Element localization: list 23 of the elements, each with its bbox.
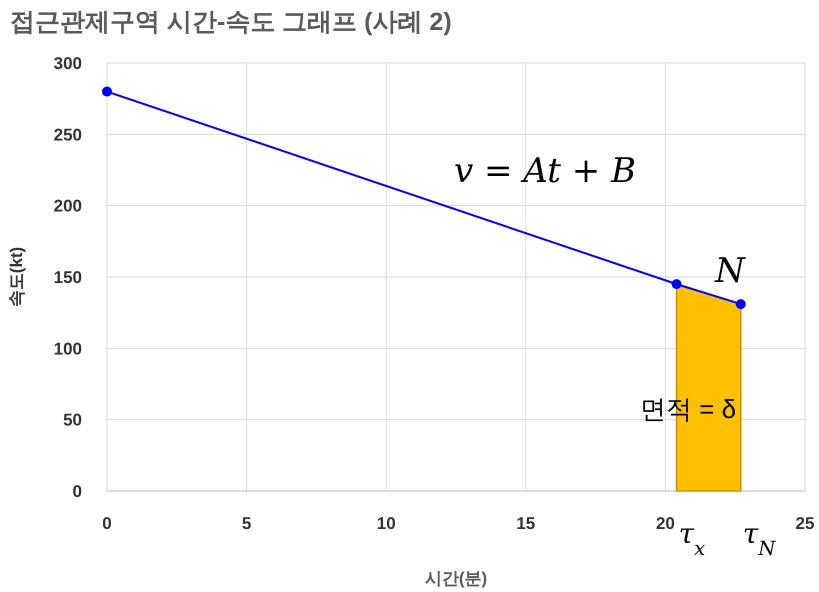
point bbox=[736, 299, 746, 310]
annotation: τ$_{N}$ bbox=[742, 517, 776, 560]
annotation: τ$_{x}$ bbox=[678, 517, 706, 560]
x-tick-label: 5 bbox=[242, 514, 252, 533]
y-axis-title: 속도(kt) bbox=[7, 246, 26, 308]
y-tick-label: 200 bbox=[54, 196, 82, 216]
x-axis-title: 시간(분) bbox=[424, 569, 488, 588]
x-tick-label: 0 bbox=[102, 514, 112, 533]
x-tick-label: 25 bbox=[796, 514, 814, 533]
point bbox=[672, 279, 682, 290]
y-tick-label: 300 bbox=[54, 54, 82, 73]
annotation: N bbox=[714, 251, 746, 291]
annotation: v = At + B bbox=[454, 151, 636, 191]
x-tick-label: 15 bbox=[516, 514, 536, 533]
y-tick-label: 50 bbox=[63, 410, 82, 430]
y-tick-label: 150 bbox=[54, 268, 82, 287]
x-tick-label: 20 bbox=[656, 514, 675, 533]
x-tick-label: 10 bbox=[376, 514, 396, 533]
y-tick-label: 250 bbox=[54, 125, 82, 144]
point bbox=[102, 86, 112, 97]
y-tick-label: 0 bbox=[72, 482, 82, 501]
y-tick-label: 100 bbox=[54, 339, 82, 358]
chart-title: 접근관제구역 시간-속도 그래프 (사례 2) bbox=[10, 8, 452, 36]
